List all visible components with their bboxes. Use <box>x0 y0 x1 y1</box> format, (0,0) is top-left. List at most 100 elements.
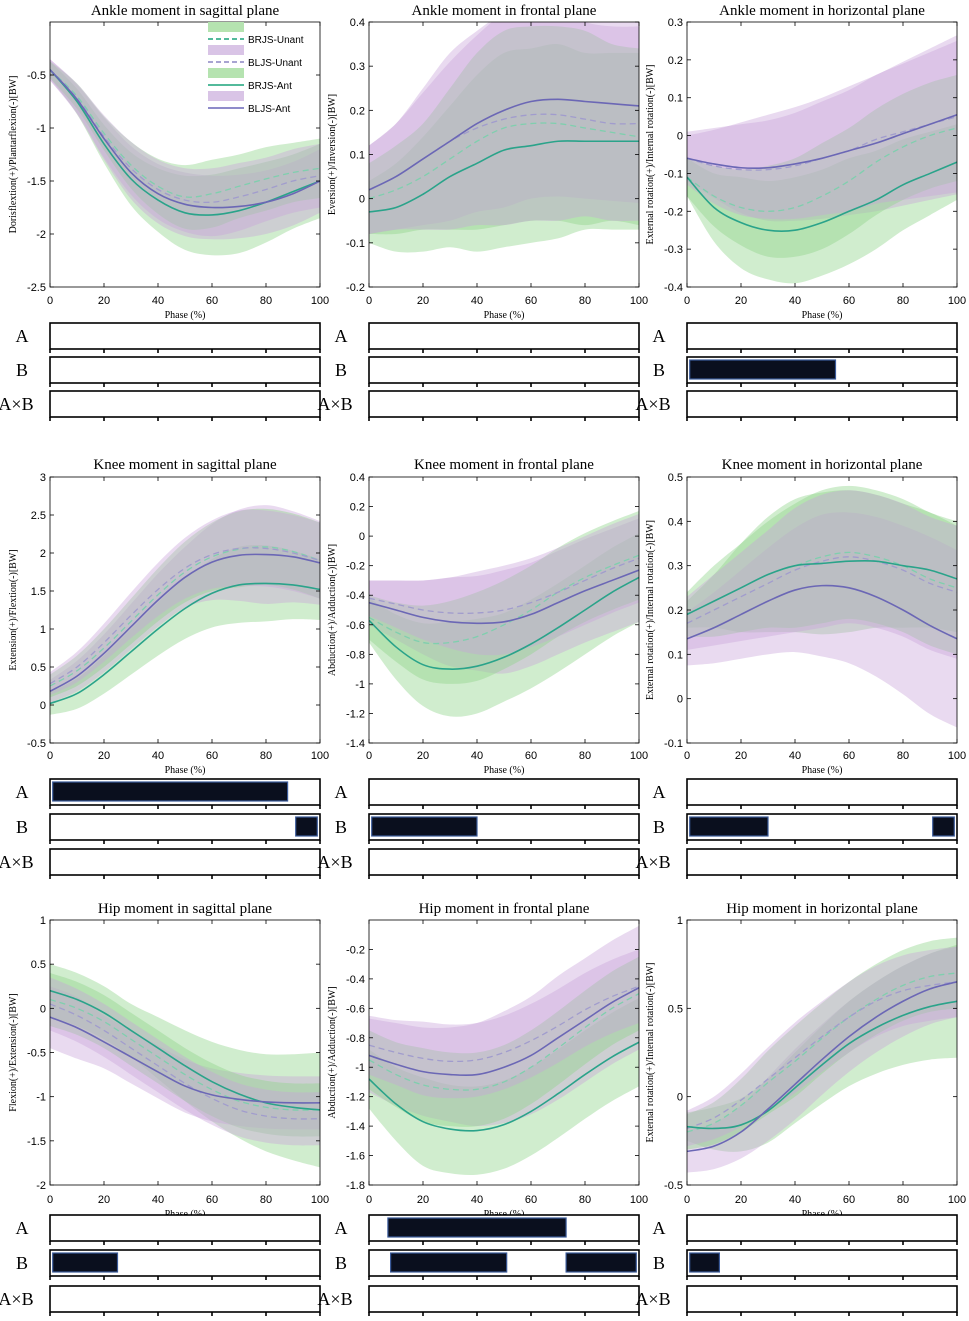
y-tick-label: -0.2 <box>346 561 365 573</box>
sig-row-label: A×B <box>0 852 34 872</box>
series-line-brjs-unant <box>687 972 957 1133</box>
sd-band-bljs-unant <box>687 946 957 1147</box>
x-tick-label: 0 <box>47 295 53 307</box>
x-tick-label: 20 <box>735 1194 747 1206</box>
x-tick-label: 80 <box>260 295 272 307</box>
axes-box <box>49 21 321 288</box>
chart-panel: Hip moment in horizontal plane-0.500.510… <box>635 901 966 1316</box>
y-tick-label: -0.1 <box>664 168 683 180</box>
x-tick-label: 0 <box>684 750 690 762</box>
y-tick-label: -0.2 <box>346 282 365 294</box>
y-tick-label: 0.1 <box>668 649 683 661</box>
y-axis-label: Flexion(+)/Extension(-)[BW] <box>8 993 19 1111</box>
x-tick-label: 0 <box>366 750 372 762</box>
sig-row-a: A <box>653 1214 958 1245</box>
sd-band-brjs-unant <box>687 75 957 258</box>
y-tick-label: 0 <box>677 694 683 706</box>
sig-segment <box>689 359 837 380</box>
sig-row-box <box>368 322 640 350</box>
x-tick-label: 20 <box>417 295 429 307</box>
legend-band-swatch <box>208 91 244 101</box>
sig-row-label: A <box>16 326 29 346</box>
y-tick-label: 0.4 <box>350 17 365 29</box>
x-tick-label: 40 <box>789 1194 801 1206</box>
y-tick-label: -1 <box>36 1092 46 1104</box>
sig-segment <box>689 816 769 837</box>
x-axis-label: Phase (%) <box>165 310 206 321</box>
sd-band-brjs-unant <box>369 510 639 684</box>
y-tick-label: -1 <box>355 679 365 691</box>
x-tick-label: 100 <box>311 750 329 762</box>
chart-title: Knee moment in frontal plane <box>414 457 594 473</box>
series-line-brjs-ant <box>369 140 639 213</box>
chart-title: Ankle moment in sagittal plane <box>91 3 280 19</box>
sig-row-b: B <box>653 356 958 387</box>
axes-box <box>686 21 958 288</box>
plot-area <box>50 59 320 256</box>
x-tick-label: 60 <box>206 1194 218 1206</box>
sig-row-label: A×B <box>317 852 352 872</box>
x-tick-label: 80 <box>579 750 591 762</box>
y-tick-label: -0.8 <box>346 649 365 661</box>
sig-row-box <box>368 1285 640 1313</box>
series-line-bljs-ant <box>369 987 639 1077</box>
series-line-bljs-ant <box>50 553 320 693</box>
chart-panel: Ankle moment in sagittal plane -2.5 -2 -1.5… <box>0 3 329 421</box>
y-tick-label: -0.1 <box>664 738 683 750</box>
legend-band-swatch <box>208 22 244 32</box>
sd-band-bljs-unant <box>369 949 639 1099</box>
series-line-bljs-ant <box>369 569 639 625</box>
sig-row-a: A <box>16 778 321 809</box>
sig-row-axb: A×B <box>317 848 640 879</box>
sig-segment <box>387 1217 567 1238</box>
y-tick-label: 0 <box>677 1092 683 1104</box>
plot-area <box>369 22 639 253</box>
sig-row-label: B <box>16 1253 28 1273</box>
sig-row-a: A <box>335 322 640 353</box>
x-tick-label: 80 <box>260 1194 272 1206</box>
sig-row-box <box>686 848 958 876</box>
y-tick-label: -1.2 <box>346 1092 365 1104</box>
x-tick-label: 20 <box>735 750 747 762</box>
sig-row-b: B <box>335 813 640 844</box>
sig-row-label: A×B <box>635 852 670 872</box>
sd-band-brjs-unant <box>50 508 320 698</box>
y-tick-label: 0.3 <box>350 61 365 73</box>
sig-row-label: A×B <box>0 394 34 414</box>
y-tick-label: -2 <box>36 229 46 241</box>
series-line-bljs-ant <box>50 69 320 209</box>
sig-row-box <box>686 322 958 350</box>
series-line-brjs-ant <box>687 560 957 616</box>
series-line-bljs-unant <box>687 981 957 1130</box>
y-tick-label: 0.5 <box>31 662 46 674</box>
y-tick-label: -0.6 <box>346 620 365 632</box>
sd-band-bljs-ant <box>50 59 320 240</box>
y-axis-label: External rotation(+)/Internal rotation(-… <box>645 962 656 1142</box>
legend-entry: BRJS-Ant <box>208 68 292 92</box>
sig-row-box <box>368 390 640 418</box>
y-tick-label: 0 <box>677 131 683 143</box>
chart-panel: Knee moment in frontal plane -1.4 -1.2 -1 -0… <box>317 457 648 879</box>
series-line-brjs-ant <box>50 69 320 216</box>
chart-title: Knee moment in sagittal plane <box>93 457 277 473</box>
sig-row-b: B <box>653 813 958 844</box>
series-line-bljs-unant <box>687 556 957 624</box>
chart-panel: Knee moment in horizontal plane-0.100.10… <box>635 457 966 879</box>
x-axis-label: Phase (%) <box>802 310 843 321</box>
series-line-brjs-ant <box>50 989 320 1111</box>
series-line-brjs-unant <box>50 998 320 1111</box>
x-tick-label: 60 <box>843 295 855 307</box>
y-tick-label: 0.3 <box>668 561 683 573</box>
legend-entry: BLJS-Unant <box>208 45 302 69</box>
x-tick-label: 0 <box>366 1194 372 1206</box>
x-axis-label: Phase (%) <box>484 310 525 321</box>
sd-band-brjs-unant <box>369 25 639 235</box>
plot-area <box>50 964 320 1168</box>
x-tick-label: 60 <box>525 750 537 762</box>
chart-title: Hip moment in sagittal plane <box>98 901 272 917</box>
y-tick-label: 1 <box>40 624 46 636</box>
x-tick-label: 40 <box>471 1194 483 1206</box>
sig-segment <box>390 1252 508 1273</box>
sd-band-brjs-ant <box>687 944 957 1152</box>
series-line-brjs-unant <box>369 122 639 200</box>
